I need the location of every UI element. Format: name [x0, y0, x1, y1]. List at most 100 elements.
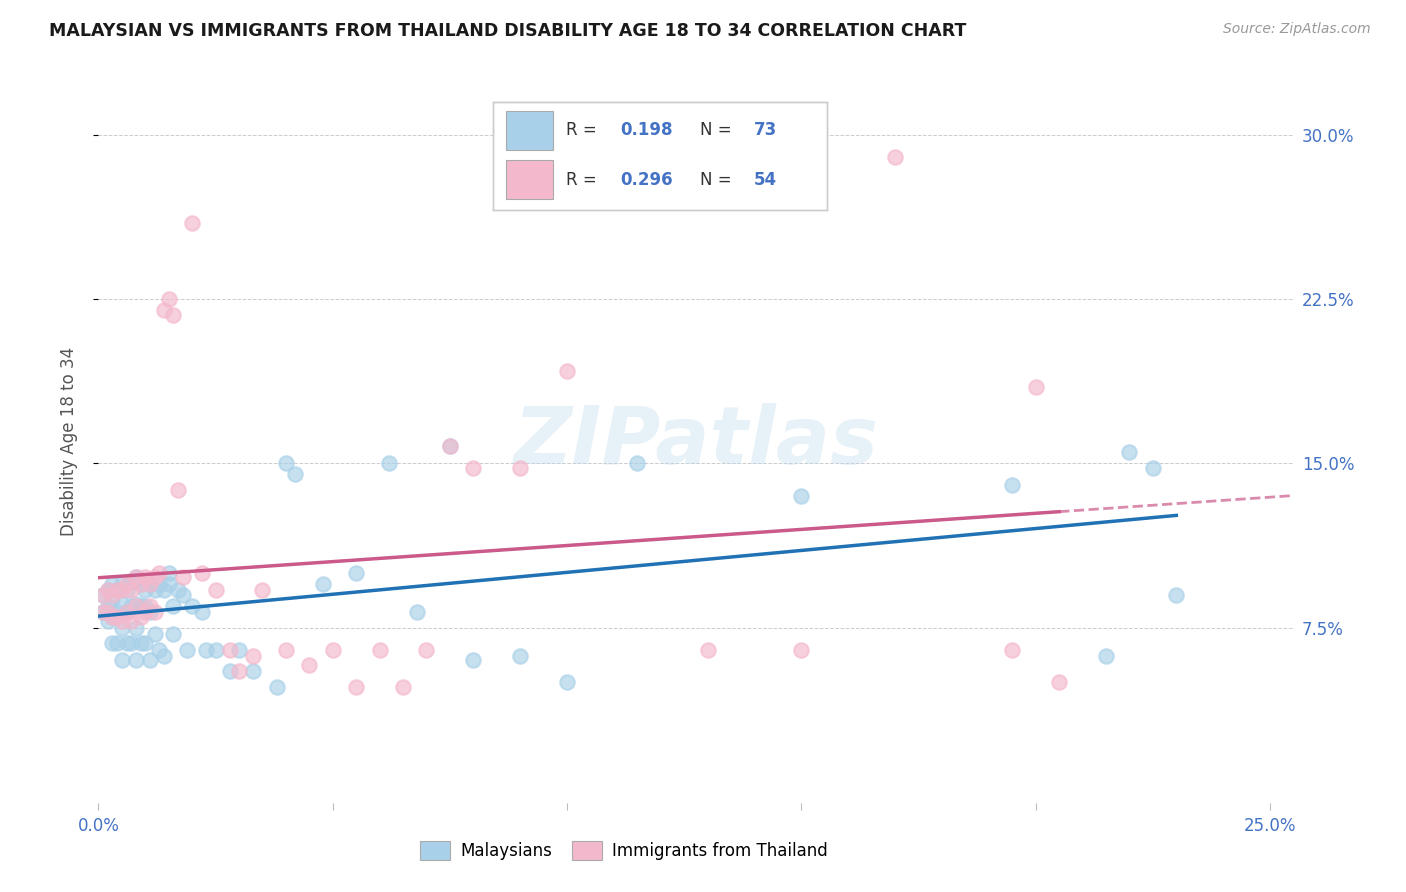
Point [125, 653, 148, 667]
Point [266, 680, 288, 694]
Point [97, 583, 120, 598]
Point [129, 636, 152, 650]
Point [463, 653, 485, 667]
Point [696, 642, 718, 657]
Point [172, 570, 194, 584]
Point [298, 657, 321, 672]
Point [153, 303, 176, 318]
Point [129, 577, 152, 591]
Point [97, 605, 120, 619]
Point [97, 614, 120, 628]
Point [204, 642, 226, 657]
Point [105, 583, 128, 598]
Point [392, 680, 415, 694]
Point [97, 599, 120, 613]
Point [1142, 460, 1164, 475]
Point [129, 577, 152, 591]
Point [368, 642, 391, 657]
Point [143, 570, 166, 584]
Point [439, 439, 461, 453]
Y-axis label: Disability Age 18 to 34: Disability Age 18 to 34 [59, 347, 77, 536]
Point [190, 566, 212, 580]
Point [344, 680, 367, 694]
Point [134, 599, 156, 613]
Point [172, 588, 194, 602]
Point [204, 583, 226, 598]
Point [91, 588, 114, 602]
Point [406, 605, 429, 619]
Point [91, 588, 114, 602]
Point [120, 636, 142, 650]
Point [120, 574, 142, 589]
Point [139, 605, 162, 619]
Point [555, 364, 578, 378]
Point [125, 570, 148, 584]
Text: MALAYSIAN VS IMMIGRANTS FROM THAILAND DISABILITY AGE 18 TO 34 CORRELATION CHART: MALAYSIAN VS IMMIGRANTS FROM THAILAND DI… [49, 22, 966, 40]
Point [157, 292, 180, 306]
Point [139, 653, 162, 667]
Point [111, 577, 134, 591]
Point [125, 599, 148, 613]
Legend: Malaysians, Immigrants from Thailand: Malaysians, Immigrants from Thailand [413, 834, 835, 867]
Point [143, 583, 166, 598]
Text: Source: ZipAtlas.com: Source: ZipAtlas.com [1223, 22, 1371, 37]
Point [105, 636, 128, 650]
Point [322, 642, 344, 657]
Point [1095, 649, 1118, 664]
Point [101, 609, 124, 624]
Point [439, 439, 461, 453]
Point [509, 460, 531, 475]
Point [148, 566, 170, 580]
Point [1025, 380, 1047, 394]
Point [181, 216, 204, 230]
Point [143, 605, 166, 619]
Point [344, 566, 367, 580]
Point [153, 583, 176, 598]
Point [105, 609, 128, 624]
Point [134, 605, 156, 619]
Point [1118, 445, 1140, 459]
Point [1047, 675, 1070, 690]
Point [463, 460, 485, 475]
Point [378, 457, 401, 471]
Point [157, 577, 180, 591]
Point [115, 605, 138, 619]
Point [115, 636, 138, 650]
Point [139, 599, 162, 613]
Point [153, 649, 176, 664]
Point [115, 577, 138, 591]
Point [790, 489, 813, 503]
Point [97, 583, 120, 598]
Point [312, 577, 335, 591]
Point [91, 605, 114, 619]
Point [101, 577, 124, 591]
Point [415, 642, 437, 657]
Point [157, 566, 180, 580]
Point [228, 642, 250, 657]
Point [162, 599, 184, 613]
Point [626, 457, 648, 471]
Point [228, 665, 250, 679]
Point [1166, 588, 1188, 602]
Point [195, 642, 218, 657]
Point [242, 649, 264, 664]
Point [167, 583, 190, 598]
Point [509, 649, 531, 664]
Point [101, 609, 124, 624]
Point [125, 597, 148, 611]
Point [91, 605, 114, 619]
Point [143, 627, 166, 641]
Point [111, 653, 134, 667]
Point [101, 636, 124, 650]
Point [111, 614, 134, 628]
Point [274, 642, 297, 657]
Point [115, 583, 138, 598]
Point [176, 642, 198, 657]
Point [129, 609, 152, 624]
Point [111, 597, 134, 611]
Point [1001, 478, 1024, 492]
Point [218, 665, 240, 679]
Point [190, 605, 212, 619]
Point [139, 577, 162, 591]
Point [162, 308, 184, 322]
